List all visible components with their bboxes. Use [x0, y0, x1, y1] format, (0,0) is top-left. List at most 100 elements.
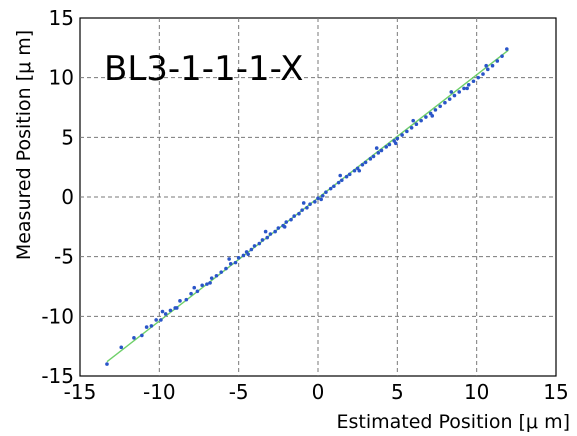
data-point — [184, 297, 189, 302]
x-axis-ticks: -15 -10 -5 0 5 10 15 — [64, 380, 569, 404]
data-point — [443, 100, 447, 105]
data-point — [297, 211, 301, 216]
x-tick-label: 0 — [312, 380, 325, 404]
data-point — [419, 118, 423, 123]
data-point — [249, 247, 254, 252]
data-point — [324, 190, 328, 195]
data-point — [352, 168, 357, 173]
data-point — [209, 276, 214, 280]
data-point — [462, 86, 466, 91]
data-point — [252, 244, 257, 248]
x-tick-label: -5 — [229, 380, 249, 404]
data-point — [219, 270, 224, 274]
data-point — [328, 186, 333, 191]
plot-area — [79, 17, 557, 377]
data-point — [505, 47, 509, 51]
data-point — [208, 281, 212, 285]
data-point — [374, 146, 379, 150]
data-point — [368, 157, 373, 161]
data-point — [149, 324, 154, 328]
x-tick-label: 10 — [464, 380, 489, 404]
data-point — [465, 86, 469, 91]
y-axis-title: Measured Position [μ m] — [13, 30, 35, 260]
data-point — [414, 122, 419, 127]
data-point — [163, 312, 168, 316]
data-point — [393, 141, 398, 146]
data-point — [379, 148, 384, 153]
data-point — [308, 202, 312, 206]
data-point — [236, 256, 241, 260]
fit-line — [106, 49, 509, 363]
data-point — [119, 345, 124, 350]
data-point — [305, 205, 309, 210]
data-point — [214, 273, 219, 278]
data-point — [301, 201, 306, 205]
data-point — [260, 238, 265, 242]
data-point — [168, 308, 173, 313]
data-point — [485, 67, 490, 72]
x-tick-label: -15 — [64, 380, 97, 404]
data-point — [144, 325, 149, 329]
data-point — [409, 125, 414, 130]
data-point — [246, 252, 250, 257]
data-point — [263, 229, 268, 234]
data-point — [433, 108, 438, 112]
data-point — [500, 54, 504, 58]
data-point — [227, 257, 231, 261]
data-point — [371, 154, 376, 159]
data-point — [160, 309, 165, 314]
data-point — [192, 285, 197, 290]
data-point — [471, 79, 476, 84]
data-point — [276, 226, 281, 230]
data-point — [438, 104, 442, 109]
data-point — [174, 306, 179, 310]
y-tick-label: -10 — [41, 304, 74, 328]
data-point — [140, 333, 144, 338]
data-point — [224, 266, 228, 271]
chart-annotation: BL3-1-1-1-X — [104, 49, 303, 89]
data-point — [316, 196, 320, 200]
data-point — [105, 362, 109, 366]
data-point — [284, 220, 289, 224]
data-point — [360, 162, 365, 167]
data-point — [340, 178, 344, 183]
data-points — [105, 47, 509, 366]
data-point — [154, 318, 158, 322]
data-point — [481, 72, 485, 76]
data-point — [336, 180, 341, 185]
data-point — [257, 241, 262, 246]
data-point — [384, 145, 389, 149]
data-point — [313, 199, 317, 204]
data-point — [490, 63, 495, 68]
data-point — [205, 282, 209, 286]
x-axis-title: Estimated Position [μ m] — [336, 411, 570, 433]
data-point — [200, 283, 204, 288]
data-point — [241, 253, 246, 258]
data-point — [265, 235, 270, 240]
data-point — [449, 90, 454, 94]
data-point — [268, 232, 273, 236]
data-point — [338, 173, 343, 178]
data-point — [159, 318, 163, 322]
y-axis-ticks: -15 -10 -5 0 5 10 15 — [41, 6, 74, 388]
data-point — [233, 260, 238, 265]
data-point — [300, 208, 304, 212]
data-point — [484, 63, 488, 68]
data-point — [424, 115, 428, 119]
data-point — [347, 172, 352, 177]
x-tick-label: -10 — [143, 380, 176, 404]
data-point — [447, 97, 452, 101]
data-point — [476, 75, 481, 80]
data-point — [457, 90, 462, 94]
y-tick-label: 15 — [49, 6, 74, 30]
data-point — [189, 291, 193, 296]
y-tick-label: -15 — [41, 364, 74, 388]
data-point — [495, 59, 500, 63]
data-point — [430, 114, 435, 118]
data-point — [387, 142, 392, 147]
data-point — [363, 160, 368, 165]
data-point — [400, 133, 404, 137]
data-point — [228, 262, 233, 266]
data-point — [395, 136, 400, 141]
